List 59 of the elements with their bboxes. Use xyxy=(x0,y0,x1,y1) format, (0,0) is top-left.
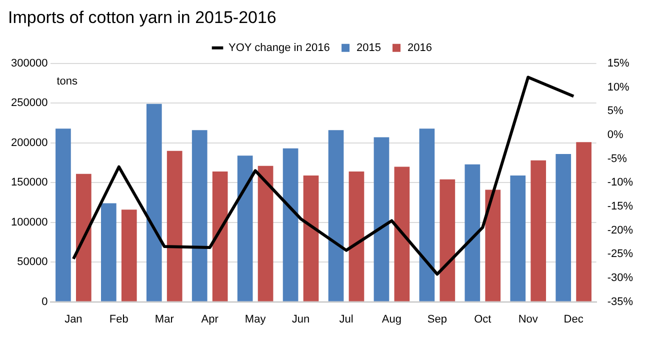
bar xyxy=(394,166,410,302)
bar xyxy=(76,174,92,302)
bar xyxy=(576,142,592,302)
bar xyxy=(192,130,208,302)
x-tick-label: Jun xyxy=(292,313,310,326)
bar xyxy=(212,171,228,302)
chart-title: Imports of cotton yarn in 2015-2016 xyxy=(8,8,276,27)
bar xyxy=(530,160,546,302)
x-tick-label: Jul xyxy=(339,313,354,326)
bar xyxy=(328,130,344,302)
y-tick-label: 200000 xyxy=(10,136,48,149)
y2-tick-label: 15% xyxy=(607,57,630,70)
bar xyxy=(282,148,298,302)
bar xyxy=(419,128,435,302)
x-tick-label: Jan xyxy=(64,313,82,326)
x-tick-label: Nov xyxy=(518,313,538,326)
y2-tick-label: -25% xyxy=(607,248,634,260)
y-tick-label: 150000 xyxy=(10,176,48,189)
y-tick-label: 300000 xyxy=(10,57,48,70)
y2-tick-label: -35% xyxy=(607,296,634,308)
bar xyxy=(146,104,162,302)
y2-tick-label: 10% xyxy=(607,81,630,94)
bar xyxy=(258,166,274,302)
y2-tick-label: -10% xyxy=(607,176,634,189)
y2-tick-label: 5% xyxy=(607,105,624,118)
y-tick-label: 100000 xyxy=(10,216,48,228)
y2-tick-label: -5% xyxy=(607,152,628,165)
y2-tick-label: -20% xyxy=(607,224,634,236)
bar xyxy=(440,179,456,302)
annotation: tons xyxy=(56,75,78,88)
bar xyxy=(556,154,572,302)
legend-label: 2015 xyxy=(356,42,382,54)
x-tick-label: Dec xyxy=(564,313,584,326)
y2-tick-label: -30% xyxy=(607,272,634,284)
x-tick-label: Aug xyxy=(382,313,402,326)
bar xyxy=(56,128,71,302)
bar xyxy=(166,150,182,302)
y-tick-label: 50000 xyxy=(17,256,48,268)
legend-label: 2016 xyxy=(408,42,432,54)
bar xyxy=(485,190,501,302)
x-tick-label: May xyxy=(244,313,266,326)
x-tick-label: Feb xyxy=(109,313,128,326)
bar xyxy=(101,203,116,302)
bar xyxy=(348,171,364,302)
x-tick-label: Oct xyxy=(474,313,492,326)
y2-tick-label: -15% xyxy=(607,200,634,212)
bar xyxy=(510,175,526,302)
bar xyxy=(374,137,390,302)
legend-label: YOY change in 2016 xyxy=(228,42,330,54)
y2-tick-label: 0% xyxy=(607,128,624,141)
y-tick-label: 250000 xyxy=(10,97,48,110)
bar xyxy=(303,175,319,302)
bar xyxy=(464,164,480,302)
bar xyxy=(121,210,137,302)
y-tick-label: 0 xyxy=(42,296,48,308)
bar xyxy=(237,156,253,302)
x-tick-label: Sep xyxy=(427,313,447,326)
x-tick-label: Apr xyxy=(201,313,219,326)
x-tick-label: Mar xyxy=(154,313,174,326)
